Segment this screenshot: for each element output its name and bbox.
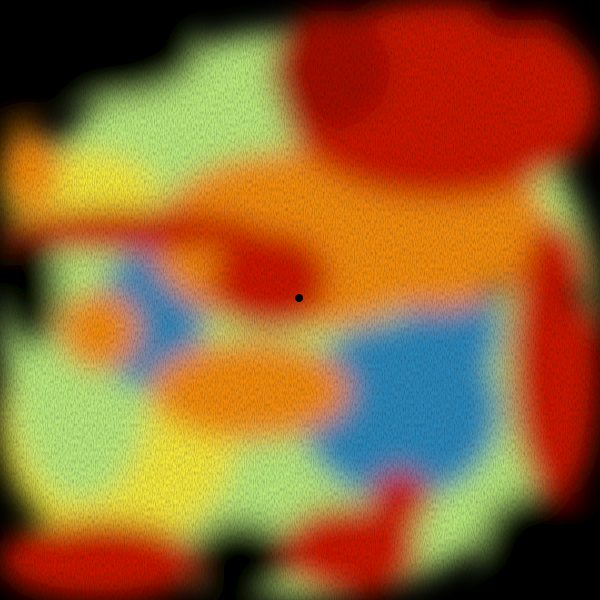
radar-site-marker <box>295 294 303 302</box>
